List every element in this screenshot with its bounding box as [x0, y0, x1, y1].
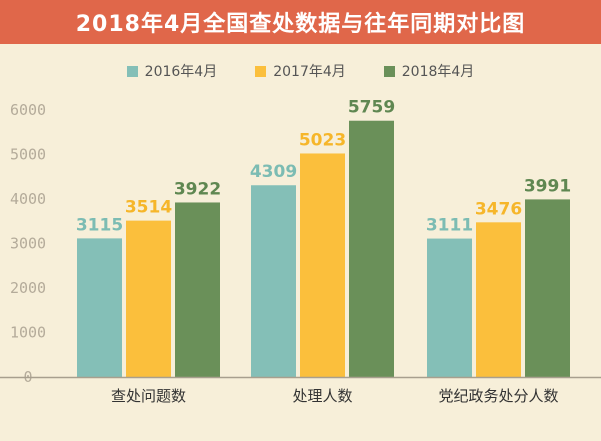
legend-label-2016: 2016年4月 — [144, 64, 218, 80]
bar-value-label: 3991 — [524, 176, 571, 196]
bar — [525, 199, 570, 377]
bar — [175, 202, 220, 377]
x-category-label: 党纪政务处分人数 — [438, 387, 558, 405]
legend-label-2018: 2018年4月 — [401, 64, 475, 80]
legend-item-2017: 2017年4月 — [255, 61, 346, 81]
y-tick-label: 6000 — [10, 101, 46, 119]
bar — [251, 185, 296, 377]
x-category-label: 查处问题数 — [111, 387, 186, 405]
bar — [77, 238, 122, 377]
y-tick-label: 3000 — [10, 235, 46, 253]
y-tick-label: 1000 — [10, 324, 46, 342]
bar — [300, 153, 345, 377]
x-category-label: 处理人数 — [292, 387, 352, 405]
y-tick-label: 5000 — [10, 146, 46, 164]
bar-value-label: 3111 — [426, 216, 473, 236]
bar — [476, 222, 521, 377]
bar — [349, 120, 394, 378]
bar-value-label: 3922 — [174, 179, 221, 199]
y-tick-label: 4000 — [10, 190, 46, 208]
bar-value-label: 3115 — [76, 215, 123, 235]
page-title: 2018年4月全国查处数据与往年同期对比图 — [75, 12, 526, 37]
bar-value-label: 3514 — [125, 198, 172, 218]
bar-value-label: 4309 — [250, 162, 297, 182]
bar — [126, 220, 171, 377]
legend-swatch-2018 — [383, 65, 395, 77]
y-tick-label: 2000 — [10, 279, 46, 297]
bar — [427, 238, 472, 377]
legend-item-2018: 2018年4月 — [383, 61, 475, 81]
bar-value-label: 5023 — [299, 130, 346, 150]
chart-legend: 2016年4月 2017年4月 2018年4月 — [0, 60, 601, 82]
legend-swatch-2017 — [255, 65, 267, 77]
title-banner: 2018年4月全国查处数据与往年同期对比图 — [0, 0, 601, 44]
bar-value-label: 3476 — [475, 199, 522, 219]
bar-value-label: 5759 — [348, 98, 395, 118]
legend-swatch-2016 — [126, 65, 138, 77]
legend-item-2016: 2016年4月 — [126, 61, 218, 81]
legend-label-2017: 2017年4月 — [273, 64, 346, 80]
